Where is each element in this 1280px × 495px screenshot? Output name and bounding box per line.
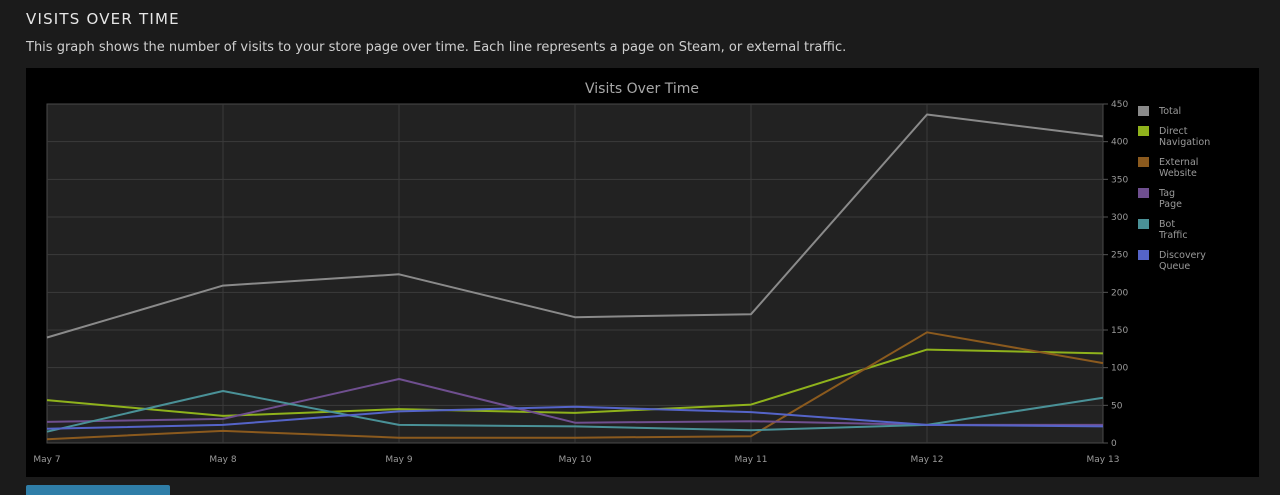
legend-label-total: Total <box>1158 106 1181 117</box>
legend-label-tag-page: Tag Page <box>1158 188 1182 210</box>
y-tick-label: 50 <box>1111 401 1123 411</box>
section-title: VISITS OVER TIME <box>26 10 180 28</box>
legend-swatch-external-website <box>1138 157 1149 167</box>
legend-label-bot-traffic: Bot Traffic <box>1158 219 1188 241</box>
x-tick-label: May 13 <box>1087 455 1120 465</box>
legend-swatch-direct-navigation <box>1138 126 1149 136</box>
x-tick-label: May 8 <box>209 455 236 465</box>
x-tick-label: May 9 <box>385 455 412 465</box>
series-line-direct-navigation <box>46 348 1104 417</box>
series-line-external-website <box>46 331 1104 441</box>
series-line-discovery-queue <box>46 405 1104 430</box>
y-tick-label: 100 <box>1111 364 1128 374</box>
legend-swatch-total <box>1138 106 1149 116</box>
y-tick-label: 400 <box>1111 138 1128 148</box>
x-tick-label: May 7 <box>33 455 60 465</box>
visits-chart: Visits Over Time 0 50 100 150 200 250 300 350 40… <box>26 68 1259 477</box>
bottom-button[interactable] <box>26 485 170 495</box>
y-tick-label: 200 <box>1111 288 1128 298</box>
y-tick-label: 450 <box>1111 100 1128 110</box>
x-tick-label: May 11 <box>735 455 768 465</box>
y-tick-label: 0 <box>1111 439 1117 449</box>
x-tick-label: May 10 <box>559 455 592 465</box>
y-tick-label: 150 <box>1111 326 1128 336</box>
legend-label-discovery-queue: Discovery Queue <box>1159 250 1206 272</box>
series-line-total <box>46 113 1104 339</box>
legend-label-direct-navigation: Direct Navigation <box>1159 126 1210 148</box>
y-tick-label: 300 <box>1111 213 1128 223</box>
legend-swatch-discovery-queue <box>1138 250 1149 260</box>
legend-label-external-website: External Website <box>1159 157 1198 179</box>
legend-swatch-tag-page <box>1138 188 1149 198</box>
y-tick-label: 250 <box>1111 251 1128 261</box>
x-tick-label: May 12 <box>911 455 944 465</box>
chart-title: Visits Over Time <box>585 81 699 97</box>
visits-chart-svg: Visits Over Time 0 50 100 150 200 250 300 350 40… <box>33 81 1210 465</box>
legend-swatch-bot-traffic <box>1138 219 1149 229</box>
y-tick-label: 350 <box>1111 175 1128 185</box>
section-description: This graph shows the number of visits to… <box>26 40 847 55</box>
